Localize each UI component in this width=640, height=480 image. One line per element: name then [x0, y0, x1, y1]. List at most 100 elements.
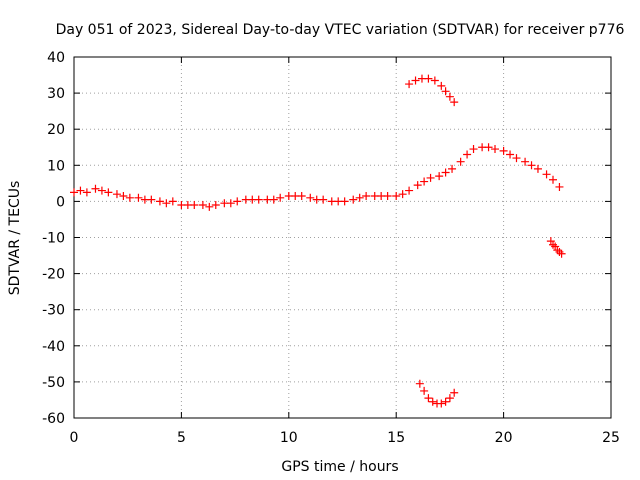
data-point: [445, 394, 454, 403]
data-point: [76, 186, 85, 195]
data-point: [428, 397, 437, 406]
x-tick-label: 0: [70, 430, 79, 446]
data-point: [82, 188, 91, 197]
x-tick-label: 20: [495, 430, 513, 446]
data-point: [557, 249, 566, 258]
y-tick-label: -20: [42, 267, 65, 283]
data-point: [362, 191, 371, 200]
data-point: [484, 143, 493, 152]
data-point: [553, 246, 562, 255]
data-point: [162, 199, 171, 208]
data-point: [349, 195, 358, 204]
data-point: [205, 202, 214, 211]
data-point: [198, 201, 207, 210]
data-point: [119, 191, 128, 200]
x-tick-label: 25: [602, 430, 620, 446]
y-tick-label: 20: [47, 122, 65, 138]
data-point: [340, 197, 349, 206]
data-point: [441, 168, 450, 177]
data-point: [420, 177, 429, 186]
x-tick-label: 5: [177, 430, 186, 446]
x-axis-label: GPS time / hours: [281, 459, 398, 475]
data-point: [233, 197, 242, 206]
x-tick-label: 15: [387, 430, 405, 446]
x-tick-label: 10: [280, 430, 298, 446]
data-point: [527, 161, 536, 170]
data-point: [125, 193, 134, 202]
data-point: [413, 181, 422, 190]
data-point: [512, 154, 521, 163]
y-tick-label: 30: [47, 86, 65, 102]
data-point: [499, 146, 508, 155]
data-point: [555, 247, 564, 256]
data-point: [456, 157, 465, 166]
data-point: [448, 164, 457, 173]
data-point: [70, 188, 78, 197]
data-point: [424, 74, 433, 83]
data-point: [441, 87, 450, 96]
data-point: [549, 175, 558, 184]
data-point: [168, 197, 177, 206]
data-point: [430, 76, 439, 85]
data-point: [426, 173, 435, 182]
data-point: [211, 201, 220, 210]
data-point: [190, 201, 199, 210]
data-point: [415, 379, 424, 388]
data-point: [155, 197, 164, 206]
data-point: [134, 193, 143, 202]
data-point: [306, 193, 315, 202]
data-point: [405, 80, 414, 89]
data-point: [435, 172, 444, 181]
axis-ticks: [73, 56, 612, 419]
y-tick-label: 10: [47, 158, 65, 174]
data-point: [276, 193, 285, 202]
data-point: [355, 193, 364, 202]
data-point: [226, 199, 235, 208]
y-tick-label: -50: [42, 375, 65, 391]
data-point: [441, 397, 450, 406]
data-point: [424, 394, 433, 403]
data-point: [254, 195, 263, 204]
data-point: [437, 399, 446, 408]
data-point: [450, 98, 459, 107]
data-point: [469, 145, 478, 154]
y-tick-label: -60: [42, 411, 65, 427]
series-arc-upper: [405, 74, 459, 107]
grid: [74, 57, 611, 418]
data-point: [437, 81, 446, 90]
x-tick-labels: 0 5 10 15 20 25: [70, 430, 620, 446]
data-point: [112, 190, 121, 199]
data-point: [546, 237, 555, 246]
data-point: [147, 195, 156, 204]
data-point: [551, 242, 560, 251]
series-arc-lower: [415, 379, 459, 408]
data-point: [463, 150, 472, 159]
y-tick-label: 40: [47, 50, 65, 66]
y-tick-label: -40: [42, 339, 65, 355]
y-tick-label: -10: [42, 231, 65, 247]
data-point: [506, 150, 515, 159]
data-point: [521, 157, 530, 166]
data-point: [319, 195, 328, 204]
data-point: [555, 182, 564, 191]
data-point: [405, 186, 414, 195]
y-axis-label: SDTVAR / TECUs: [7, 181, 23, 296]
data-point: [542, 170, 551, 179]
data-point: [411, 76, 420, 85]
data-points: [70, 74, 566, 408]
data-point: [491, 145, 500, 154]
data-point: [533, 164, 542, 173]
chart-title: Day 051 of 2023, Sidereal Day-to-day VTE…: [56, 22, 625, 38]
y-tick-label: 0: [56, 194, 65, 210]
data-point: [445, 92, 454, 101]
data-point: [297, 191, 306, 200]
data-point: [420, 386, 429, 395]
series-segment-right: [546, 237, 566, 258]
data-point: [97, 186, 106, 195]
y-tick-labels: 40 30 20 10 0 -10 -20 -30 -40 -50 -60: [42, 50, 65, 427]
series-main: [70, 143, 564, 211]
y-tick-label: -30: [42, 303, 65, 319]
data-point: [383, 191, 392, 200]
data-point: [450, 388, 459, 397]
